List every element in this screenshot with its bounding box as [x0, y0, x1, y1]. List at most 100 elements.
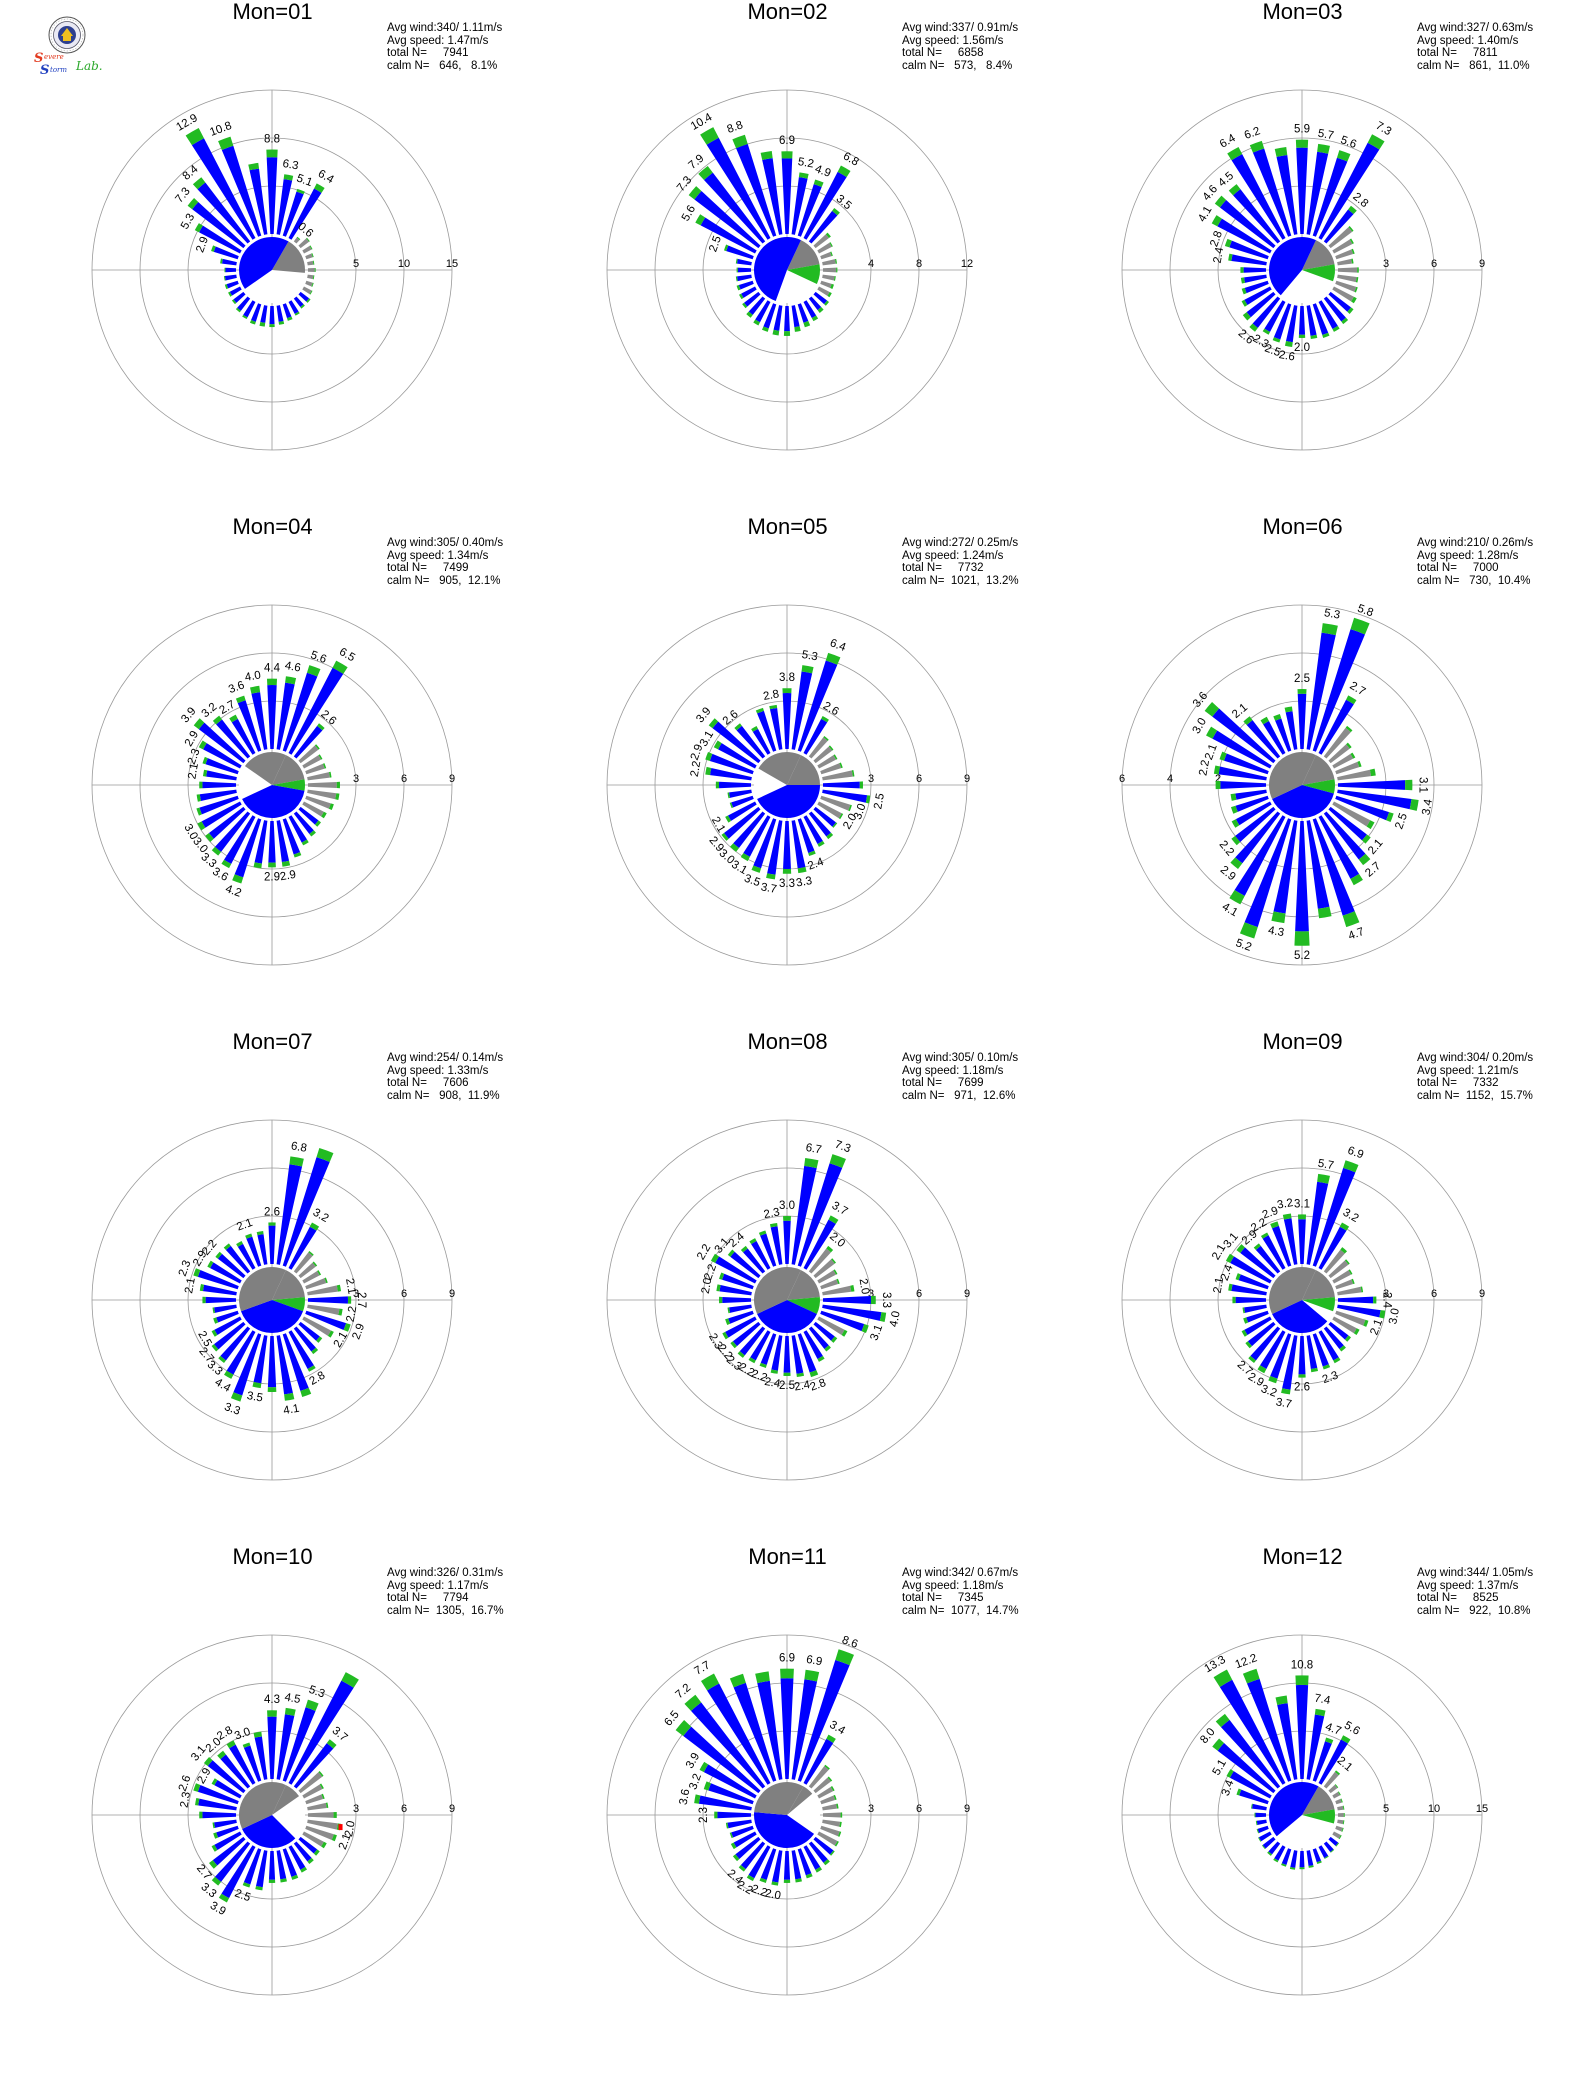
bar-green-segment: [824, 300, 830, 306]
bar-value-label: 3.1: [868, 1323, 885, 1342]
ring-label: 9: [1479, 1288, 1485, 1300]
range-ring: [654, 652, 920, 918]
bar-value-label: 2.1: [235, 1217, 254, 1234]
bar-green-segment: [1343, 1812, 1345, 1818]
bar-green-segment: [829, 1154, 846, 1168]
bar-green-segment: [1322, 332, 1330, 338]
bar-value-label: 7.3: [675, 174, 694, 194]
calm-wedge: [754, 1267, 801, 1314]
bar-value-label: 2.0: [827, 1231, 847, 1250]
bar-main-segment: [732, 1321, 761, 1347]
bar-green-segment: [759, 1877, 767, 1883]
bar-value-label: 7.4: [1313, 1692, 1331, 1707]
bar-value-label: 4.1: [282, 1403, 300, 1418]
bar-green-segment: [723, 244, 729, 252]
bar-value-label: 4.6: [284, 660, 302, 675]
bar-green-segment: [825, 232, 831, 239]
bar-green-segment: [311, 282, 314, 287]
bar-main-segment: [220, 1326, 251, 1361]
bar-main-segment: [307, 1304, 340, 1315]
bar-main-segment: [757, 710, 777, 752]
bar-green-segment: [321, 1841, 327, 1849]
bar-main-segment: [1298, 305, 1306, 335]
bar-main-segment: [288, 1226, 317, 1270]
bar-main-segment: [298, 291, 310, 302]
bar-main-segment: [276, 1335, 293, 1395]
bar-main-segment: [293, 811, 314, 835]
bar-main-segment: [305, 1278, 327, 1290]
bar-value-label: 2.1: [1230, 701, 1250, 720]
bar-green-segment: [1332, 325, 1340, 332]
bar-value-label: 2.9: [689, 743, 706, 762]
bar-green-segment: [1343, 1160, 1359, 1173]
bar-green-segment: [1248, 1355, 1256, 1364]
bar-value-label: 3.4: [1220, 1778, 1237, 1798]
bar-main-segment: [1290, 1850, 1298, 1868]
bar-main-segment: [813, 234, 830, 249]
bar-green-segment: [242, 314, 248, 320]
bar-green-segment: [321, 811, 327, 819]
bar-green-segment: [826, 1245, 834, 1253]
bar-main-segment: [1328, 1321, 1349, 1340]
bar-green-segment: [1262, 328, 1271, 335]
bar-value-label: 4.0: [888, 1310, 903, 1328]
bar-value-label: 2.6: [1278, 349, 1296, 364]
bar-green-segment: [833, 276, 836, 281]
bar-value-label: 2.9: [1261, 1205, 1280, 1222]
bar-main-segment: [731, 795, 754, 808]
bar-green-segment: [715, 781, 720, 789]
bar-green-segment: [301, 839, 309, 846]
stats-line: Avg speed: 1.37m/s: [1417, 1579, 1519, 1592]
bar-green-segment: [192, 177, 206, 190]
bar-main-segment: [1335, 795, 1390, 821]
bar-green-segment: [755, 1671, 770, 1684]
stats-line: Avg wind:210/ 0.26m/s: [1417, 537, 1534, 549]
bar-main-segment: [719, 781, 752, 789]
bar-green-segment: [1310, 1367, 1319, 1373]
bar-value-label: 2.2: [702, 1263, 719, 1282]
bar-green-segment: [1231, 819, 1240, 828]
bar-main-segment: [1335, 280, 1357, 292]
bar-green-segment: [327, 1330, 334, 1338]
bar-green-segment: [730, 843, 740, 852]
bar-green-segment: [1249, 323, 1258, 332]
bar-main-segment: [305, 253, 313, 260]
ring-label: 6: [1431, 258, 1437, 270]
bar-main-segment: [1328, 1260, 1349, 1279]
bar-value-label: 4.9: [813, 163, 832, 180]
bar-main-segment: [1298, 1335, 1306, 1375]
bar-value-label: 2.1: [343, 1277, 358, 1295]
bar-value-label: 4.4: [264, 663, 281, 675]
calm-circle: [1269, 1267, 1335, 1333]
bar-green-segment: [730, 1842, 737, 1850]
bar-main-segment: [1244, 1304, 1267, 1313]
bar-green-segment: [236, 1240, 244, 1247]
bar-main-segment: [1337, 1286, 1362, 1296]
bar-main-segment: [706, 137, 771, 240]
panel-title: Mon=12: [1262, 1544, 1343, 1569]
bar-main-segment: [1298, 1219, 1306, 1265]
bar-value-label: 2.4: [727, 1230, 747, 1250]
bar-green-segment: [1243, 1317, 1249, 1324]
bar-main-segment: [1318, 300, 1338, 330]
bar-main-segment: [729, 1304, 752, 1313]
bar-main-segment: [307, 260, 314, 266]
bar-green-segment: [235, 307, 241, 313]
bar-main-segment: [202, 1284, 237, 1296]
bar-main-segment: [750, 1330, 771, 1361]
bar-green-segment: [705, 751, 713, 761]
bar-green-segment: [700, 1673, 720, 1691]
bar-main-segment: [781, 158, 793, 235]
bar-green-segment: [283, 174, 294, 181]
bar-green-segment: [1357, 760, 1362, 768]
bar-green-segment: [230, 1392, 243, 1402]
bar-main-segment: [1229, 240, 1269, 260]
bar-main-segment: [813, 291, 828, 305]
bar-green-segment: [267, 1387, 277, 1392]
bar-main-segment: [243, 300, 256, 318]
bar-green-segment: [1321, 623, 1338, 636]
bar-green-segment: [314, 183, 325, 193]
bar-main-segment: [288, 1845, 306, 1870]
calm-circle: [754, 1267, 820, 1333]
bar-green-segment: [695, 214, 706, 226]
